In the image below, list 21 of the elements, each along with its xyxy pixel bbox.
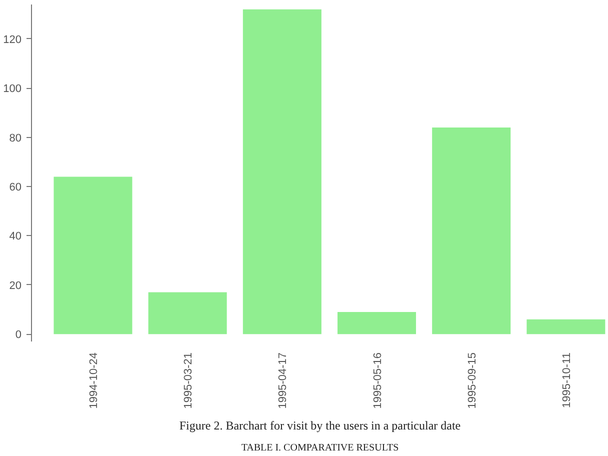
x-tick-label: 1994-10-24 xyxy=(88,352,100,409)
y-tick-label: 120 xyxy=(3,34,22,46)
x-tick-label: 1995-05-16 xyxy=(372,352,384,409)
x-tick-label: 1995-04-17 xyxy=(277,352,290,409)
x-tick-label: 1995-09-15 xyxy=(466,352,478,409)
y-tick-label: 80 xyxy=(9,132,22,144)
y-tick-label: 20 xyxy=(9,280,22,292)
text: TABLE I. COMPARATIVE RESULTS xyxy=(241,442,399,454)
bar xyxy=(54,176,132,334)
bar xyxy=(338,312,416,334)
bar xyxy=(432,127,511,334)
bar xyxy=(526,319,606,334)
y-tick-label: 100 xyxy=(3,83,22,96)
y-tick-label: 40 xyxy=(9,230,22,243)
caption: Figure 2. Barchart for visit by the users in a particular date xyxy=(179,418,461,432)
y-tick-label: 0 xyxy=(15,329,22,342)
y-tick-label: 60 xyxy=(9,182,22,194)
bar xyxy=(148,292,227,334)
bar xyxy=(242,9,322,334)
x-tick-label: 1995-03-21 xyxy=(182,352,195,409)
x-tick-label: 1995-10-11 xyxy=(560,352,573,408)
